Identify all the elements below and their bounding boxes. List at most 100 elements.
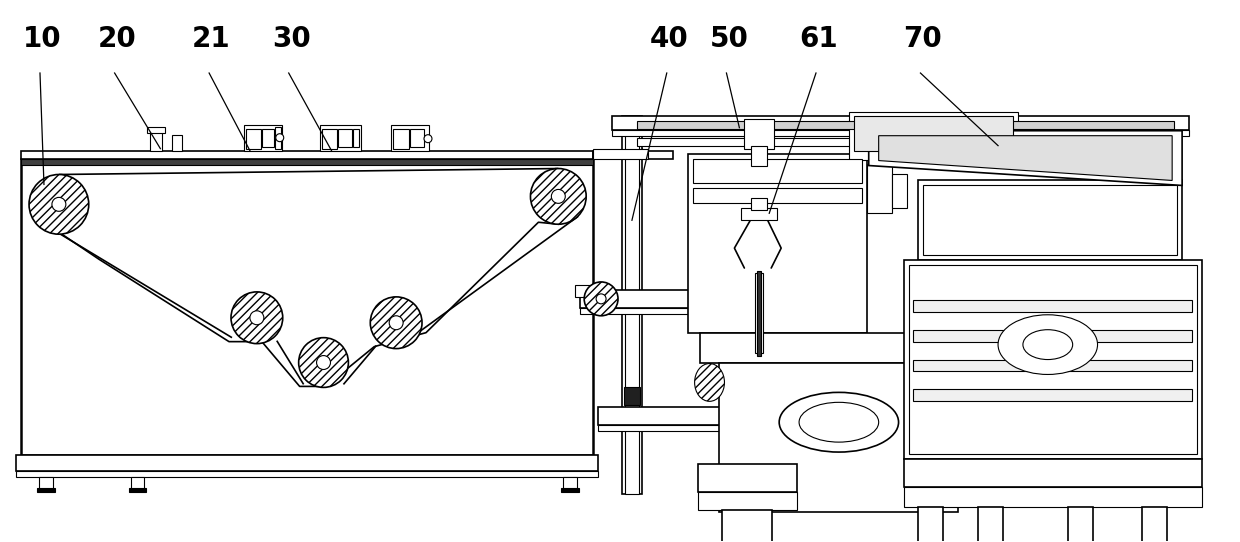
- Text: 20: 20: [98, 25, 136, 53]
- Bar: [353, 129, 360, 147]
- Bar: [719, 363, 959, 512]
- Bar: [978, 507, 1003, 542]
- Bar: [723, 510, 773, 542]
- Bar: [562, 488, 579, 492]
- Ellipse shape: [596, 294, 606, 304]
- Bar: [751, 146, 768, 165]
- Bar: [598, 425, 837, 431]
- Bar: [1068, 507, 1092, 542]
- Bar: [892, 173, 906, 208]
- Text: 40: 40: [650, 25, 688, 53]
- Bar: [21, 159, 593, 165]
- Bar: [16, 455, 598, 471]
- Bar: [563, 477, 578, 491]
- Bar: [909, 265, 1197, 454]
- Ellipse shape: [552, 189, 565, 203]
- Bar: [580, 290, 841, 308]
- Bar: [130, 477, 144, 491]
- Bar: [262, 129, 274, 147]
- Bar: [275, 127, 280, 149]
- Polygon shape: [869, 131, 1182, 185]
- Bar: [744, 119, 774, 149]
- Ellipse shape: [799, 402, 879, 442]
- Bar: [246, 129, 260, 149]
- Bar: [758, 271, 761, 356]
- Bar: [244, 125, 281, 151]
- Bar: [16, 471, 598, 477]
- Bar: [21, 159, 593, 455]
- Bar: [919, 180, 1182, 260]
- Ellipse shape: [316, 356, 331, 370]
- Bar: [924, 185, 1177, 255]
- Bar: [593, 151, 673, 159]
- Ellipse shape: [584, 282, 618, 316]
- Bar: [410, 129, 424, 147]
- Ellipse shape: [250, 311, 264, 325]
- Bar: [698, 464, 797, 492]
- Bar: [391, 125, 429, 151]
- Bar: [613, 130, 1189, 136]
- Bar: [321, 129, 337, 149]
- Bar: [693, 189, 862, 203]
- Ellipse shape: [998, 315, 1097, 375]
- Text: 10: 10: [24, 25, 62, 53]
- Bar: [37, 488, 55, 492]
- Bar: [172, 135, 182, 151]
- Bar: [904, 260, 1202, 459]
- Bar: [339, 129, 352, 147]
- Bar: [919, 507, 944, 542]
- Ellipse shape: [389, 316, 403, 330]
- Bar: [625, 116, 639, 494]
- Bar: [593, 149, 647, 159]
- Ellipse shape: [231, 292, 283, 344]
- Bar: [751, 198, 768, 210]
- Bar: [755, 273, 764, 353]
- Bar: [622, 116, 642, 494]
- Bar: [742, 208, 777, 220]
- Bar: [598, 407, 837, 425]
- Polygon shape: [879, 136, 1172, 180]
- Bar: [688, 153, 867, 333]
- Text: 61: 61: [799, 25, 838, 53]
- Bar: [904, 459, 1202, 487]
- Bar: [693, 159, 862, 183]
- Text: 30: 30: [272, 25, 310, 53]
- Ellipse shape: [52, 197, 66, 211]
- Bar: [637, 138, 1174, 146]
- Bar: [914, 330, 1192, 341]
- Ellipse shape: [1023, 330, 1073, 359]
- Bar: [914, 300, 1192, 312]
- Ellipse shape: [531, 169, 587, 224]
- Bar: [904, 487, 1202, 507]
- Ellipse shape: [371, 297, 422, 349]
- Bar: [129, 488, 146, 492]
- Ellipse shape: [29, 175, 89, 234]
- Bar: [580, 308, 841, 314]
- Bar: [867, 164, 892, 214]
- Bar: [849, 112, 1018, 159]
- Bar: [613, 116, 1189, 130]
- Bar: [624, 388, 640, 405]
- Bar: [854, 116, 1013, 151]
- Bar: [148, 127, 165, 133]
- Bar: [698, 492, 797, 510]
- Bar: [320, 125, 361, 151]
- Bar: [21, 151, 593, 159]
- Ellipse shape: [299, 338, 348, 388]
- Ellipse shape: [779, 392, 899, 452]
- Bar: [914, 359, 1192, 371]
- Text: 50: 50: [709, 25, 749, 53]
- Text: 70: 70: [904, 25, 942, 53]
- Ellipse shape: [424, 135, 432, 143]
- Bar: [38, 477, 53, 491]
- Bar: [699, 333, 978, 363]
- Ellipse shape: [275, 134, 284, 141]
- Bar: [393, 129, 409, 149]
- Bar: [575, 285, 598, 297]
- Bar: [637, 121, 1174, 129]
- Bar: [150, 131, 162, 151]
- Ellipse shape: [694, 364, 724, 401]
- Bar: [914, 389, 1192, 401]
- Bar: [1142, 507, 1167, 542]
- Text: 21: 21: [192, 25, 231, 53]
